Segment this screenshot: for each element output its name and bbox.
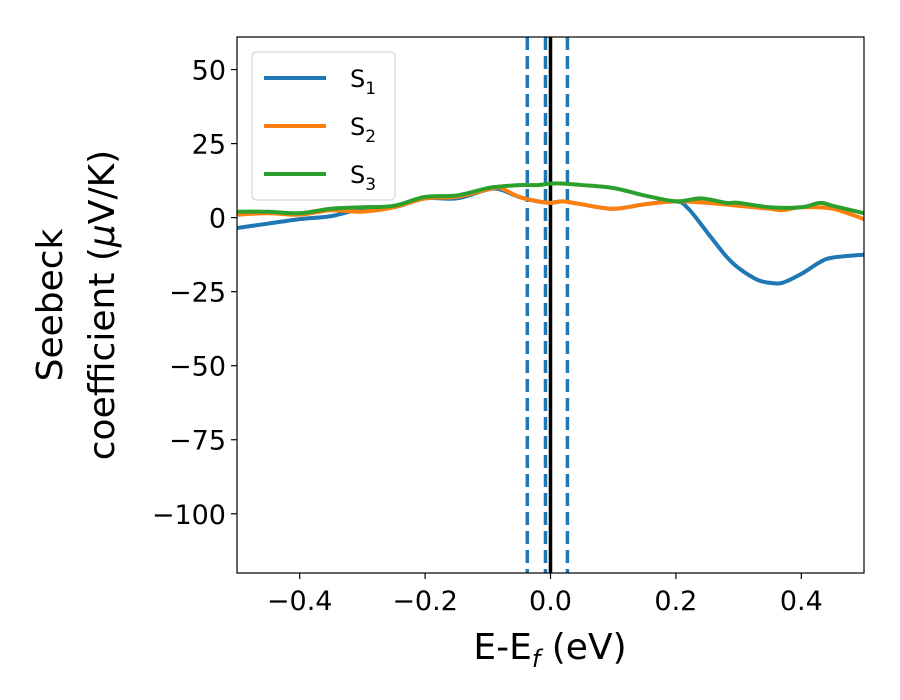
x-tick-label: 0.0 [529, 586, 572, 617]
y-tick-label: 50 [192, 56, 226, 87]
legend-label-s2: S2 [350, 113, 376, 147]
y-tick-label: −75 [169, 426, 226, 457]
legend-label-s3: S3 [350, 161, 376, 195]
y-axis-label: Seebeck coefficient (μV/K) [30, 150, 123, 460]
y-axis-label-line2: coefficient (μV/K) [82, 150, 123, 460]
x-axis-label: E-Ef (eV) [473, 627, 626, 673]
series-lines [237, 181, 864, 286]
x-tick-label: 0.2 [654, 586, 697, 617]
y-axis-label-line1: Seebeck [30, 228, 71, 381]
y-axis-ticks: 50 25 0 −25 −50 −75 −100 [152, 56, 237, 531]
y-tick-label: −100 [152, 500, 226, 531]
series-line-s3 [237, 181, 864, 216]
y-tick-label: −25 [169, 278, 226, 309]
y-tick-label: −50 [169, 352, 226, 383]
legend: S1 S2 S3 [251, 51, 396, 201]
x-tick-label: −0.2 [392, 586, 458, 617]
x-axis-ticks: −0.4 −0.2 0.0 0.2 0.4 [267, 573, 823, 617]
y-tick-label: 25 [192, 130, 226, 161]
y-tick-label: 0 [209, 204, 226, 235]
x-tick-label: −0.4 [267, 586, 333, 617]
x-tick-label: 0.4 [780, 586, 823, 617]
legend-label-s1: S1 [350, 65, 376, 99]
reference-lines [525, 37, 570, 573]
